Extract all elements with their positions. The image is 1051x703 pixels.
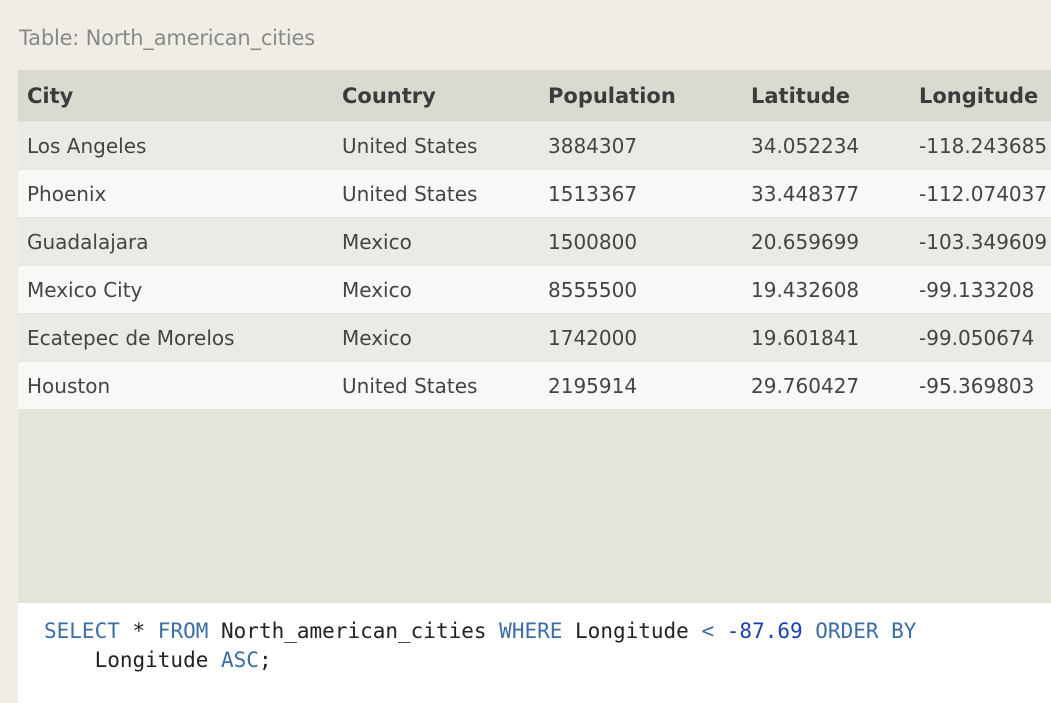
table-row: Phoenix United States 1513367 33.448377 … <box>18 169 1051 218</box>
column-header-population: Population <box>539 70 742 122</box>
sql-table-name: North_american_cities <box>208 619 500 643</box>
table-row: Houston United States 2195914 29.760427 … <box>18 361 1051 409</box>
cell-population: 2195914 <box>539 361 742 409</box>
cell-country: Mexico <box>333 313 539 362</box>
cell-longitude: -118.243685 <box>910 121 1051 170</box>
sql-space <box>714 619 727 643</box>
table-header-row: City Country Population Latitude Longitu… <box>18 70 1051 122</box>
sql-terminator: ; <box>258 648 272 672</box>
cell-population: 1742000 <box>539 313 742 362</box>
cell-population: 8555500 <box>539 265 742 314</box>
cell-country: Mexico <box>333 265 539 314</box>
cell-city: Guadalajara <box>18 217 333 266</box>
sql-order-column: Longitude <box>44 648 222 672</box>
sql-keyword-where: WHERE <box>499 619 563 643</box>
cell-longitude: -103.349609 <box>910 217 1051 266</box>
cell-latitude: 19.601841 <box>742 313 910 362</box>
cell-city: Mexico City <box>18 265 333 314</box>
table-row: Mexico City Mexico 8555500 19.432608 -99… <box>18 265 1051 314</box>
sql-star: * <box>119 619 158 643</box>
sql-number-value: -87.69 <box>726 619 803 643</box>
cell-city: Houston <box>18 361 333 409</box>
cell-longitude: -95.369803 <box>910 361 1051 409</box>
cell-country: United States <box>333 121 539 170</box>
sql-column-name: Longitude <box>562 619 702 643</box>
column-header-latitude: Latitude <box>742 70 910 122</box>
column-header-longitude: Longitude <box>910 70 1051 122</box>
sql-query-editor[interactable]: SELECT * FROM North_american_cities WHER… <box>18 603 1051 703</box>
cell-latitude: 34.052234 <box>742 121 910 170</box>
table-row: Ecatepec de Morelos Mexico 1742000 19.60… <box>18 313 1051 362</box>
cell-country: United States <box>333 169 539 218</box>
column-header-city: City <box>18 70 333 122</box>
cell-longitude: -112.074037 <box>910 169 1051 218</box>
sql-keyword-order-by: ORDER BY <box>802 619 917 643</box>
results-table: City Country Population Latitude Longitu… <box>18 70 1051 409</box>
table-caption: Table: North_american_cities <box>19 26 315 50</box>
cell-population: 1513367 <box>539 169 742 218</box>
table-row: Guadalajara Mexico 1500800 20.659699 -10… <box>18 217 1051 266</box>
cell-latitude: 33.448377 <box>742 169 910 218</box>
cell-longitude: -99.133208 <box>910 265 1051 314</box>
cell-latitude: 19.432608 <box>742 265 910 314</box>
cell-latitude: 20.659699 <box>742 217 910 266</box>
cell-latitude: 29.760427 <box>742 361 910 409</box>
results-table-panel: City Country Population Latitude Longitu… <box>18 70 1051 603</box>
cell-population: 1500800 <box>539 217 742 266</box>
sql-keyword-from: FROM <box>157 619 209 643</box>
sql-operator: < <box>701 619 715 643</box>
sql-keyword-select: SELECT <box>44 619 120 643</box>
cell-longitude: -99.050674 <box>910 313 1051 362</box>
cell-country: Mexico <box>333 217 539 266</box>
table-row: Los Angeles United States 3884307 34.052… <box>18 121 1051 170</box>
cell-city: Ecatepec de Morelos <box>18 313 333 362</box>
column-header-country: Country <box>333 70 539 122</box>
cell-city: Phoenix <box>18 169 333 218</box>
cell-city: Los Angeles <box>18 121 333 170</box>
sql-query-text[interactable]: SELECT * FROM North_american_cities WHER… <box>44 617 916 675</box>
sql-keyword-asc: ASC <box>221 648 259 672</box>
cell-population: 3884307 <box>539 121 742 170</box>
cell-country: United States <box>333 361 539 409</box>
